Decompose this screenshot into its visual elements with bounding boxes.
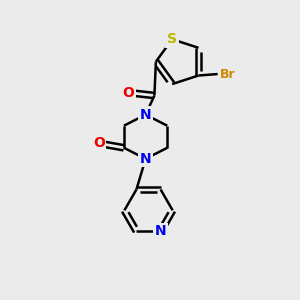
Text: O: O: [122, 85, 134, 100]
Text: O: O: [93, 136, 105, 150]
Text: Br: Br: [220, 68, 236, 80]
Text: N: N: [140, 152, 152, 166]
Text: S: S: [167, 32, 177, 46]
Text: N: N: [140, 108, 152, 122]
Text: N: N: [155, 224, 167, 238]
